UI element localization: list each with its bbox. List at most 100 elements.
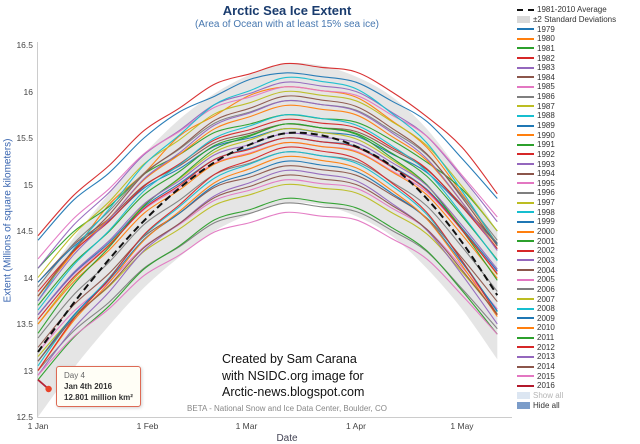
legend-item-1993[interactable]: 1993 <box>517 159 638 169</box>
legend-item-2006-label: 2006 <box>537 284 555 294</box>
legend-item-1990[interactable]: 1990 <box>517 130 638 140</box>
legend-item-2007-swatch <box>517 298 534 301</box>
legend-item-2005[interactable]: 2005 <box>517 275 638 285</box>
line-2014[interactable] <box>37 174 498 362</box>
legend-item-1999[interactable]: 1999 <box>517 217 638 227</box>
legend-item-2006-swatch <box>517 288 534 291</box>
legend-item-1991-label: 1991 <box>537 140 555 150</box>
legend-item-2014[interactable]: 2014 <box>517 362 638 372</box>
watermark-line-2: with NSIDC.org image for <box>222 368 364 383</box>
line-1981[interactable] <box>37 114 498 269</box>
average-line[interactable] <box>37 131 499 353</box>
legend-item-hide-all[interactable]: Hide all <box>517 400 638 410</box>
legend-item-2013-label: 2013 <box>537 352 555 362</box>
legend-item-1998[interactable]: 1998 <box>517 207 638 217</box>
legend-item-2003[interactable]: 2003 <box>517 256 638 266</box>
legend-item-2001[interactable]: 2001 <box>517 236 638 246</box>
legend-item-1994[interactable]: 1994 <box>517 169 638 179</box>
legend-item-2002[interactable]: 2002 <box>517 246 638 256</box>
legend-item-1989-label: 1989 <box>537 121 555 130</box>
line-2012[interactable] <box>37 146 498 371</box>
legend-item-2016[interactable]: 2016 <box>517 381 638 391</box>
line-1993[interactable] <box>37 99 498 302</box>
legend-item-2006[interactable]: 2006 <box>517 285 638 295</box>
chart-title: Arctic Sea Ice Extent <box>222 3 352 18</box>
line-2013[interactable] <box>37 169 498 376</box>
line-1979[interactable] <box>37 72 498 241</box>
line-2002[interactable] <box>37 137 498 320</box>
legend-item-1989[interactable]: 1989 <box>517 121 638 131</box>
line-2010[interactable] <box>37 155 498 371</box>
legend-item-2008[interactable]: 2008 <box>517 304 638 314</box>
legend-item-2012[interactable]: 2012 <box>517 342 638 352</box>
legend-item-2009-label: 2009 <box>537 313 555 323</box>
legend-item-1995-label: 1995 <box>537 178 555 188</box>
line-2015[interactable] <box>37 211 498 376</box>
line-1987[interactable] <box>37 90 498 278</box>
line-1998[interactable] <box>37 113 498 311</box>
tooltip-day: Day 4 <box>64 371 85 380</box>
legend-item-1985-swatch <box>517 85 534 88</box>
legend-item-2001-swatch <box>517 240 534 243</box>
legend-item-1993-label: 1993 <box>537 159 555 169</box>
legend-item-1986[interactable]: 1986 <box>517 92 638 102</box>
legend-item-show-all-swatch <box>517 391 530 399</box>
legend-item-1980[interactable]: 1980 <box>517 34 638 44</box>
legend: 1981-2010 Average ±2 Standard Deviations 1… <box>517 5 638 410</box>
line-1980[interactable] <box>37 86 498 297</box>
legend-item-stddev-label: ±2 Standard Deviations <box>533 14 617 24</box>
legend-item-2014-label: 2014 <box>537 362 555 372</box>
line-1992[interactable] <box>37 118 498 292</box>
legend-item-1996-label: 1996 <box>537 188 555 198</box>
legend-item-2015[interactable]: 2015 <box>517 371 638 381</box>
legend-item-1985[interactable]: 1985 <box>517 82 638 92</box>
line-1985[interactable] <box>37 86 498 260</box>
line-2006[interactable] <box>37 202 498 371</box>
legend-item-1984[interactable]: 1984 <box>517 72 638 82</box>
legend-item-2007-label: 2007 <box>537 294 555 304</box>
legend-item-2010[interactable]: 2010 <box>517 323 638 333</box>
line-1982[interactable] <box>37 62 498 237</box>
legend-item-1997[interactable]: 1997 <box>517 198 638 208</box>
legend-item-2011[interactable]: 2011 <box>517 333 638 343</box>
legend-item-1983[interactable]: 1983 <box>517 63 638 73</box>
legend-item-1992-swatch <box>517 153 534 156</box>
legend-item-1983-label: 1983 <box>537 63 555 73</box>
legend-item-2009[interactable]: 2009 <box>517 314 638 324</box>
legend-item-2007[interactable]: 2007 <box>517 294 638 304</box>
tooltip-date: Jan 4th 2016 <box>64 382 113 391</box>
legend-item-1992[interactable]: 1992 <box>517 150 638 160</box>
legend-item-1981[interactable]: 1981 <box>517 44 638 54</box>
legend-item-stddev-swatch <box>517 15 530 23</box>
legend-item-2000[interactable]: 2000 <box>517 227 638 237</box>
legend-item-1982-label: 1982 <box>537 53 555 63</box>
legend-item-1979[interactable]: 1979 <box>517 24 638 34</box>
legend-item-2005-swatch <box>517 278 534 281</box>
line-1994[interactable] <box>37 95 498 297</box>
legend-item-2015-swatch <box>517 375 534 378</box>
legend-item-show-all[interactable]: Show all <box>517 391 638 401</box>
legend-item-1987[interactable]: 1987 <box>517 101 638 111</box>
legend-item-average[interactable]: 1981-2010 Average <box>517 5 638 15</box>
legend-item-1982[interactable]: 1982 <box>517 53 638 63</box>
legend-item-1996[interactable]: 1996 <box>517 188 638 198</box>
line-2000[interactable] <box>37 141 498 325</box>
line-2007[interactable] <box>37 183 498 357</box>
legend-item-2013[interactable]: 2013 <box>517 352 638 362</box>
legend-item-2004[interactable]: 2004 <box>517 265 638 275</box>
legend-item-2004-label: 2004 <box>537 265 555 275</box>
legend-item-show-all-label: Show all <box>533 390 564 400</box>
footer-text: BETA - National Snow and Ice Data Center… <box>187 404 387 413</box>
legend-item-stddev[interactable]: ±2 Standard Deviations <box>517 15 638 25</box>
legend-item-1991[interactable]: 1991 <box>517 140 638 150</box>
legend-item-2001-label: 2001 <box>537 236 555 246</box>
tooltip-value: 12.801 million km² <box>64 393 133 402</box>
legend-item-1995[interactable]: 1995 <box>517 179 638 189</box>
line-2001[interactable] <box>37 123 498 334</box>
legend-item-1988[interactable]: 1988 <box>517 111 638 121</box>
line-1988[interactable] <box>37 76 498 302</box>
line-2011[interactable] <box>37 197 498 381</box>
legend-item-average-label: 1981-2010 Average <box>537 5 607 15</box>
legend-item-1992-label: 1992 <box>537 149 555 159</box>
legend-item-2004-swatch <box>517 269 534 272</box>
